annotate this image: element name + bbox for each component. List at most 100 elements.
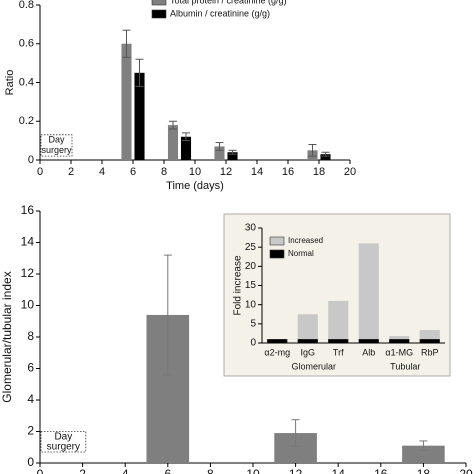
bar bbox=[297, 339, 318, 343]
x-tick-label: 0 bbox=[37, 467, 44, 474]
error-bar bbox=[321, 151, 330, 157]
legend-label: Increased bbox=[288, 236, 323, 245]
x-tick-label: 4 bbox=[122, 467, 129, 474]
group-label: Glomerular bbox=[291, 361, 336, 371]
x-tick-label: 16 bbox=[374, 467, 388, 474]
x-tick-label: 14 bbox=[332, 467, 346, 474]
error-bar bbox=[122, 29, 131, 58]
x-tick-label: 12 bbox=[220, 166, 232, 178]
x-tick-label: 14 bbox=[251, 166, 263, 178]
x-tick-label: 6 bbox=[130, 166, 136, 178]
y-tick-label: 25 bbox=[245, 242, 257, 253]
annotation: Day bbox=[54, 431, 72, 442]
bar bbox=[389, 339, 410, 343]
x-tick-label: Trf bbox=[333, 347, 344, 357]
y-tick-label: 0.8 bbox=[19, 0, 34, 11]
legend: Total protein / creatinine (g/g) Albumin … bbox=[151, 0, 287, 19]
x-tick-label: 20 bbox=[459, 467, 473, 474]
error-bar bbox=[228, 149, 237, 155]
annotation: Day bbox=[48, 135, 65, 145]
y-tick-label: 6 bbox=[27, 361, 34, 375]
y-tick-label: 2 bbox=[27, 424, 34, 438]
x-tick-label: 10 bbox=[246, 467, 260, 474]
annotation-box bbox=[40, 134, 73, 157]
y-tick-label: 10 bbox=[245, 299, 257, 310]
x-tick-label: 0 bbox=[37, 166, 43, 178]
error-bar bbox=[168, 120, 177, 130]
error-bar bbox=[135, 58, 144, 87]
y-tick-label: 0.4 bbox=[19, 76, 34, 88]
bar bbox=[320, 154, 331, 160]
y-tick-label: 0.2 bbox=[19, 115, 34, 127]
x-tick-label: α2-mg bbox=[264, 347, 290, 357]
y-axis-label: Fold increase bbox=[233, 255, 244, 315]
bar bbox=[227, 152, 238, 160]
bar bbox=[328, 300, 349, 343]
bar bbox=[121, 43, 132, 160]
y-tick-label: 15 bbox=[245, 280, 257, 291]
error-bar bbox=[291, 419, 300, 447]
legend-label: Normal bbox=[288, 249, 314, 258]
y-tick-label: 16 bbox=[21, 203, 35, 217]
x-tick-label: 16 bbox=[282, 166, 294, 178]
y-tick-label: 4 bbox=[27, 392, 34, 406]
bar bbox=[167, 125, 179, 160]
y-axis-label: Ratio bbox=[4, 70, 16, 96]
annotation: surgery bbox=[47, 441, 80, 452]
bar bbox=[419, 339, 440, 343]
y-tick-label: 0 bbox=[27, 455, 34, 469]
annotation-box bbox=[40, 431, 87, 453]
group-label: Tubular bbox=[390, 361, 420, 371]
y-tick-label: 20 bbox=[245, 261, 257, 272]
y-tick-label: 10 bbox=[21, 298, 35, 312]
error-bar bbox=[308, 144, 317, 157]
legend-label: Albumin / creatinine (g/g) bbox=[170, 8, 270, 18]
bar bbox=[267, 339, 288, 343]
x-tick-label: RbP bbox=[421, 347, 439, 357]
x-tick-label: α1-MG bbox=[385, 347, 413, 357]
error-bar bbox=[182, 132, 191, 142]
legend-swatch bbox=[151, 0, 167, 6]
error-bar bbox=[163, 254, 172, 376]
y-tick-label: 0.6 bbox=[19, 38, 34, 50]
x-tick-label: 8 bbox=[161, 166, 167, 178]
x-tick-label: 12 bbox=[289, 467, 303, 474]
y-tick-label: 5 bbox=[250, 318, 256, 329]
y-tick-label: 0 bbox=[28, 154, 34, 166]
x-tick-label: Alb bbox=[362, 347, 375, 357]
error-bar bbox=[419, 440, 428, 451]
x-tick-label: 10 bbox=[189, 166, 201, 178]
x-tick-label: 18 bbox=[313, 166, 325, 178]
error-bar bbox=[215, 142, 224, 151]
legend-swatch bbox=[269, 236, 285, 246]
bar bbox=[358, 243, 379, 343]
y-tick-label: 12 bbox=[21, 266, 35, 280]
x-tick-label: 18 bbox=[417, 467, 431, 474]
x-tick-label: 4 bbox=[99, 166, 105, 178]
x-tick-label: 2 bbox=[79, 467, 86, 474]
annotation: surgery bbox=[41, 145, 72, 155]
bar bbox=[328, 339, 349, 343]
bar bbox=[214, 146, 225, 160]
legend-swatch bbox=[151, 9, 167, 19]
y-tick-label: 8 bbox=[27, 329, 34, 343]
x-axis-label: Time (days) bbox=[166, 180, 224, 192]
x-tick-label: IgG bbox=[300, 347, 315, 357]
y-tick-label: 0 bbox=[250, 338, 256, 349]
bar bbox=[402, 445, 445, 463]
legend: Increased Normal bbox=[269, 236, 323, 259]
bar bbox=[134, 72, 145, 160]
y-tick-label: 30 bbox=[245, 223, 257, 234]
x-tick-label: 8 bbox=[207, 467, 214, 474]
bar bbox=[180, 136, 192, 160]
legend-label: Total protein / creatinine (g/g) bbox=[170, 0, 287, 5]
y-tick-label: 14 bbox=[21, 235, 35, 249]
bar bbox=[297, 314, 318, 343]
x-tick-label: 2 bbox=[68, 166, 74, 178]
y-axis-label: Glomerular/tubular index bbox=[0, 271, 14, 402]
bar bbox=[358, 339, 379, 343]
x-tick-label: 6 bbox=[164, 467, 171, 474]
legend-swatch bbox=[269, 249, 285, 259]
x-tick-label: 20 bbox=[344, 166, 356, 178]
